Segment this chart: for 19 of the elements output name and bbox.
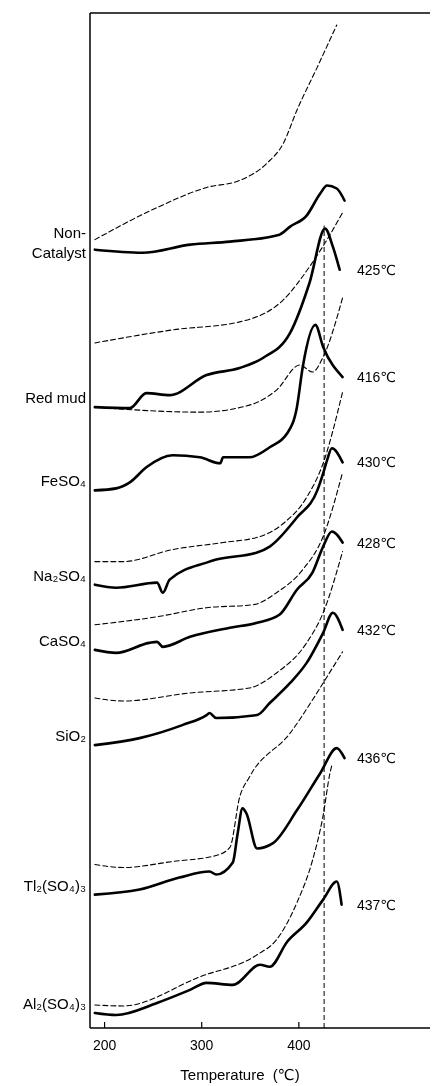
x-tick-label: 400 <box>287 1037 311 1053</box>
series-label: CaSO₄ <box>39 631 86 649</box>
series-label: Non-Catalyst <box>31 223 87 261</box>
annotation: 425℃ <box>357 261 397 278</box>
x-axis-title: Temperature (℃) <box>180 1066 300 1083</box>
annotation: 437℃ <box>357 896 397 913</box>
series-label: Al₂(SO₄)₃ <box>22 994 86 1012</box>
x-tick-label: 300 <box>190 1037 214 1053</box>
series-label: SiO₂ <box>55 727 87 745</box>
annotation: 416℃ <box>357 369 397 386</box>
annotation: 428℃ <box>357 534 397 551</box>
series-label: Na₂SO₄ <box>33 566 86 584</box>
x-tick-label: 200 <box>92 1037 117 1053</box>
series-label: FeSO₄ <box>40 472 86 490</box>
annotation: 430℃ <box>357 454 397 471</box>
annotation: 432℃ <box>357 621 397 638</box>
annotation: 436℃ <box>357 750 397 767</box>
series-label: Tl₂(SO₄)₃ <box>23 876 86 894</box>
series-label: Red mud <box>25 389 86 407</box>
